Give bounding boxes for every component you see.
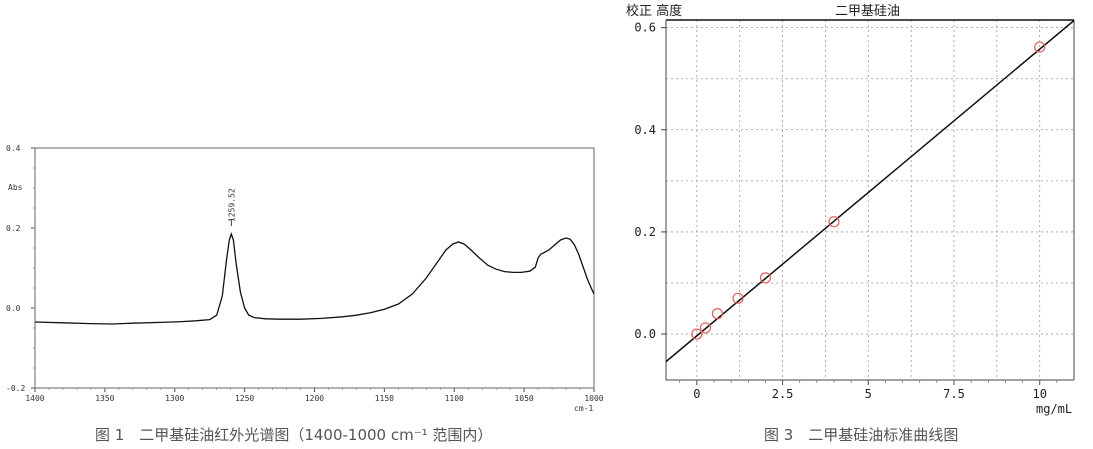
ir-x-tick-label: 1100 — [445, 394, 464, 403]
cal-y-tick-label: 0.0 — [634, 327, 656, 341]
ir-plot-frame — [34, 147, 595, 389]
ir-x-axis-unit: cm-1 — [574, 404, 593, 413]
cal-chart-title: 二甲基硅油 — [835, 4, 900, 19]
figure-3-caption: 图 3 二甲基硅油标准曲线图 — [764, 426, 958, 444]
ir-x-tick-label: 1000 — [584, 394, 603, 403]
cal-header-left: 校正 高度 — [626, 3, 682, 19]
cal-y-tick-label: 0.2 — [634, 225, 656, 239]
cal-x-tick-label: 2.5 — [772, 387, 794, 401]
ir-y-axis: 0.4 0.2 0.0 -0.2 — [6, 144, 35, 393]
calibration-chart: 0.0 0.2 0.4 0.6 0 2.5 5 7.5 10 校正 高度 二甲基硅油 mg/m… — [626, 3, 1075, 444]
ir-x-axis: 1400 1350 1300 1250 1200 1150 1100 1050 1000 — [25, 388, 604, 403]
ir-y-tick-label: 0.2 — [6, 224, 21, 233]
cal-y-axis: 0.0 0.2 0.4 0.6 — [634, 21, 666, 341]
ir-y-tick-label: 0.4 — [6, 144, 21, 153]
ir-x-tick-label: 1050 — [514, 394, 533, 403]
ir-x-tick-label: 1150 — [375, 394, 394, 403]
calibration-point — [828, 216, 840, 228]
ir-x-tick-label: 1250 — [235, 394, 254, 403]
calibration-point — [1034, 41, 1046, 53]
ir-spectrum-chart: 0.4 0.2 0.0 -0.2 1400 1350 1300 1250 1200 1150 11… — [6, 144, 604, 444]
cal-x-tick-label: 10 — [1032, 387, 1046, 401]
calibration-point — [699, 322, 712, 334]
calibration-points — [691, 41, 1046, 340]
calibration-point — [711, 308, 724, 320]
cal-x-tick-label: 5 — [865, 387, 872, 401]
ir-spectrum-line — [34, 231, 595, 325]
figure-1-caption: 图 1 二甲基硅油红外光谱图（1400-1000 cm⁻¹ 范围内） — [95, 426, 492, 444]
peak-annotation-label: 1259.52 — [227, 188, 236, 222]
cal-x-tick-label: 0 — [693, 387, 700, 401]
calibration-fit-line — [665, 19, 1075, 363]
ir-y-tick-label: -0.2 — [6, 384, 25, 393]
cal-x-axis: 0 2.5 5 7.5 10 — [679, 380, 1058, 401]
ir-x-tick-label: 1300 — [165, 394, 184, 403]
cal-y-tick-label: 0.6 — [634, 21, 656, 35]
cal-y-tick-label: 0.4 — [634, 123, 656, 137]
ir-x-tick-label: 1400 — [25, 394, 44, 403]
calibration-point — [759, 272, 772, 284]
calibration-point — [691, 328, 703, 340]
calibration-point — [732, 292, 744, 304]
cal-x-tick-label: 7.5 — [943, 387, 965, 401]
calibration-grid — [666, 20, 1074, 380]
ir-y-axis-label: Abs — [8, 183, 23, 192]
ir-y-tick-label: 0.0 — [6, 304, 21, 313]
ir-x-tick-label: 1350 — [95, 394, 114, 403]
cal-x-axis-label: mg/mL — [1036, 402, 1072, 416]
ir-x-tick-label: 1200 — [305, 394, 324, 403]
